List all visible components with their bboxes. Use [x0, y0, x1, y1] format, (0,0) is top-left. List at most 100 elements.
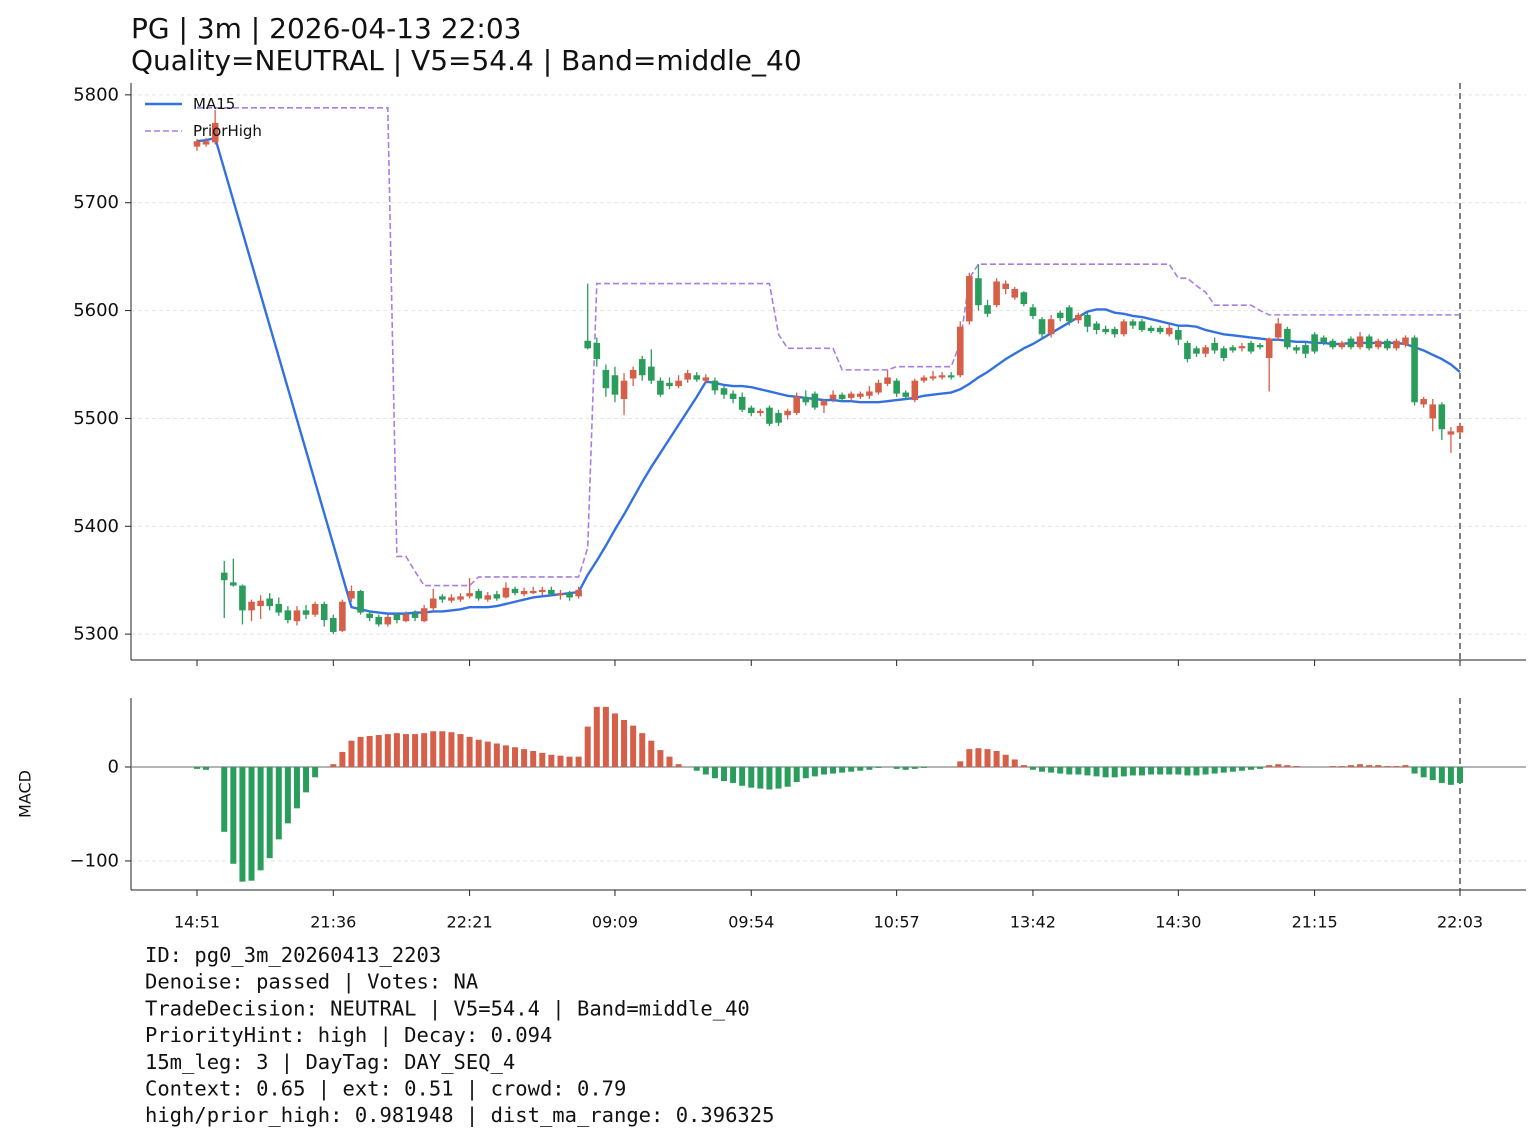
- bar: [375, 735, 382, 767]
- candle-body: [1038, 319, 1046, 335]
- bar: [1293, 766, 1300, 767]
- candle-body: [375, 616, 383, 625]
- bar: [893, 766, 900, 769]
- bar: [484, 741, 491, 767]
- x-tick-label: 13:42: [1010, 913, 1056, 932]
- candle-body: [847, 393, 855, 398]
- bar: [1384, 766, 1391, 767]
- candle-body: [611, 375, 619, 395]
- candle-body: [947, 375, 955, 378]
- bar: [757, 766, 764, 789]
- x-tick-label: 14:30: [1155, 913, 1201, 932]
- candle-body: [302, 610, 310, 615]
- candle-body: [1165, 327, 1173, 335]
- candle-body: [393, 614, 401, 621]
- bar: [1175, 766, 1182, 775]
- bar: [1084, 766, 1091, 776]
- info-line: Denoise: passed | Votes: NA: [145, 970, 478, 995]
- candle-body: [1111, 328, 1119, 335]
- candle-body: [448, 597, 455, 601]
- candle-body: [548, 589, 555, 595]
- bar: [539, 752, 546, 767]
- info-line: high/prior_high: 0.981948 | dist_ma_rang…: [145, 1103, 774, 1128]
- bar: [639, 733, 646, 767]
- bar: [802, 766, 809, 779]
- candle-body: [275, 603, 283, 613]
- candle-body: [793, 396, 800, 414]
- x-tick-label: 10:57: [874, 913, 920, 932]
- bar: [366, 735, 373, 767]
- bar: [784, 766, 791, 787]
- candle-body: [857, 393, 864, 397]
- bar: [711, 766, 718, 779]
- candle-body: [484, 595, 492, 600]
- bar: [1375, 765, 1382, 767]
- bar: [412, 734, 419, 767]
- bar: [421, 733, 428, 767]
- candle-body: [457, 596, 464, 600]
- candle-body: [1120, 321, 1128, 335]
- bar: [530, 751, 537, 767]
- bar: [975, 748, 982, 767]
- bar: [775, 766, 782, 789]
- bar: [203, 766, 210, 770]
- candle-body: [239, 585, 246, 611]
- candle-body: [975, 278, 982, 306]
- y-tick-label: 0: [108, 756, 119, 777]
- bar: [230, 766, 237, 864]
- bar: [1457, 766, 1463, 783]
- bar: [1002, 754, 1009, 767]
- legend-label: PriorHigh: [193, 122, 262, 140]
- bar: [811, 766, 818, 777]
- candle-body: [920, 377, 928, 381]
- bar: [693, 766, 700, 771]
- bar: [1257, 766, 1264, 769]
- bar: [248, 766, 255, 881]
- candle-body: [984, 305, 991, 314]
- bar: [957, 761, 964, 767]
- candle-body: [557, 593, 564, 596]
- candle-body: [1302, 345, 1309, 354]
- candle-body: [666, 382, 673, 387]
- bar: [1275, 764, 1282, 767]
- candle-body: [1338, 342, 1346, 348]
- candle-body: [1365, 336, 1373, 349]
- bar: [911, 766, 918, 769]
- candle-body: [1320, 337, 1328, 343]
- candle-body: [766, 407, 773, 424]
- series-line: [197, 107, 1460, 587]
- candle-body: [884, 377, 891, 384]
- y-tick-label: 5700: [73, 192, 119, 213]
- candle-body: [1456, 425, 1464, 433]
- bar: [984, 749, 991, 767]
- candle-body: [511, 588, 519, 594]
- bar: [793, 766, 800, 783]
- bar: [466, 736, 473, 767]
- candle-body: [657, 380, 664, 395]
- bar: [275, 766, 282, 840]
- candle-body: [1238, 346, 1246, 349]
- y-axis-label: MACD: [16, 770, 35, 818]
- bar: [384, 734, 391, 767]
- y-tick-label: 5500: [73, 408, 119, 429]
- candle-body: [1129, 321, 1137, 326]
- bar: [1420, 766, 1427, 778]
- candle-body: [575, 589, 582, 597]
- candle-body: [1265, 338, 1273, 359]
- bar: [1048, 766, 1055, 773]
- candle-body: [211, 122, 219, 143]
- bar: [348, 740, 355, 767]
- bar: [1011, 759, 1018, 767]
- chart-title: PG | 3m | 2026-04-13 22:03: [131, 12, 521, 45]
- candle-body: [566, 593, 573, 598]
- bar: [402, 734, 409, 767]
- bar: [293, 766, 300, 809]
- x-tick-label: 22:03: [1437, 913, 1483, 932]
- bar: [857, 766, 864, 771]
- candle-body: [693, 375, 701, 380]
- candle-body: [966, 276, 973, 322]
- candle-body: [402, 614, 410, 622]
- candle-body: [729, 393, 737, 400]
- bar: [702, 766, 709, 775]
- bar: [920, 766, 927, 768]
